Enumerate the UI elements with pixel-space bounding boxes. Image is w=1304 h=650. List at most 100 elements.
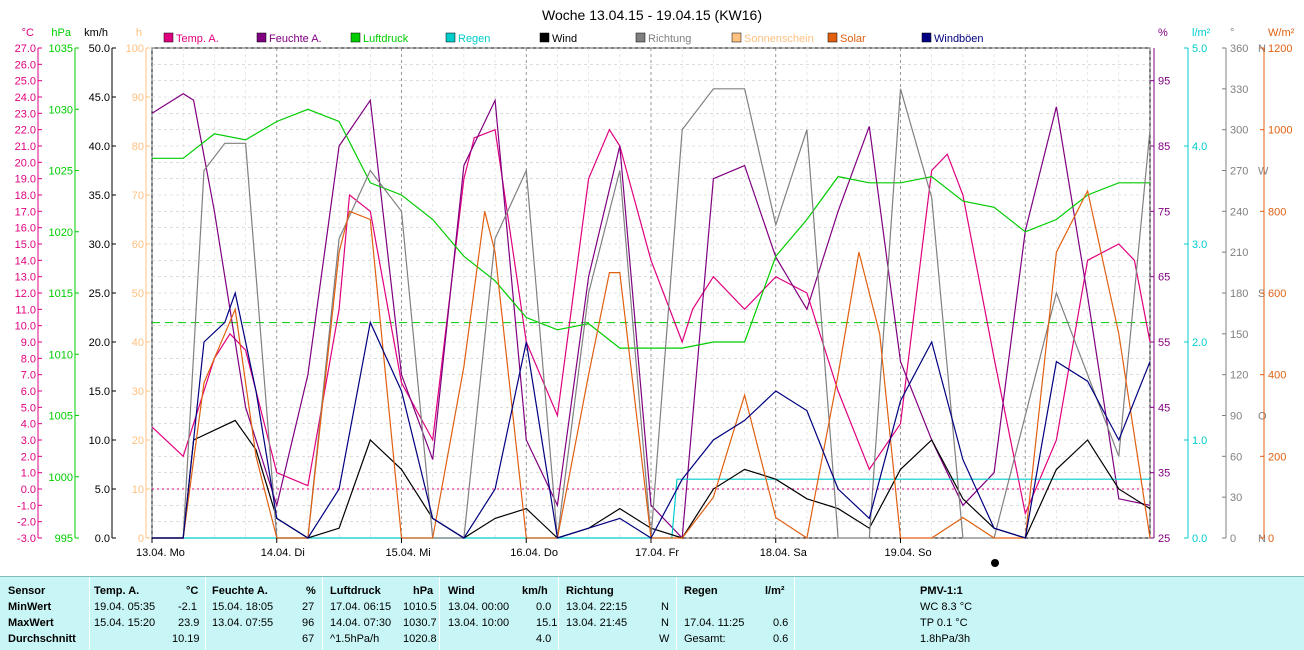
- temp-tick-label: 5.0: [21, 402, 36, 414]
- richtung-compass-label: O: [1258, 411, 1267, 423]
- legend-swatch: [731, 32, 742, 43]
- temp-tick-label: 7.0: [21, 370, 36, 382]
- regen-tick-label: 4.0: [1192, 141, 1207, 153]
- stats-richtung-min-time: 13.04. 22:15: [566, 601, 628, 613]
- stats-temp-max-time: 15.04. 15:20: [94, 617, 156, 629]
- stats-richtung-max-value: N: [661, 617, 669, 629]
- feuchte-tick-label: 75: [1158, 206, 1170, 218]
- solar-tick-label: 600: [1268, 288, 1286, 300]
- druck-tick-label: 1015: [49, 288, 73, 300]
- richtung-tick-label: 90: [1230, 411, 1242, 423]
- richtung-tick-label: 60: [1230, 451, 1242, 463]
- temp-tick-label: 19.0: [15, 174, 36, 186]
- legend-swatch: [635, 32, 646, 43]
- stats-richtung-avg: W: [659, 633, 670, 645]
- stats-row-max: MaxWert: [8, 617, 54, 629]
- stats-druck-header: Luftdruck: [330, 585, 381, 597]
- solar-tick-label: 1000: [1268, 125, 1292, 137]
- left-axes: -3.0 -2.0 -1.0 0.0 1.0 2.0 3.0 4.0 5.0 6.0 7.0 8.0 9…: [15, 27, 150, 545]
- stats-col-regen: Regen l/m² 17.04. 11:25 0.6 Gesamt: 0.6: [677, 577, 795, 650]
- stats-temp-unit: °C: [186, 585, 199, 597]
- regen-tick-label: 5.0: [1192, 43, 1207, 55]
- temp-tick-label: 9.0: [21, 337, 36, 349]
- stats-pmv-header: PMV-1:1: [920, 585, 963, 597]
- druck-tick-label: 995: [55, 533, 73, 545]
- wind-tick-label: 25.0: [89, 288, 110, 300]
- stats-wind-avg: 4.0: [536, 633, 552, 645]
- temp-tick-label: -1.0: [17, 500, 36, 512]
- stats-col-wind: Wind km/h 13.04. 00:00 0.0 13.04. 10:00 …: [440, 577, 559, 650]
- temp-tick-label: 27.0: [15, 43, 36, 55]
- feuchte-tick-label: 35: [1158, 468, 1170, 480]
- legend-swatch: [350, 32, 361, 43]
- feuchte-tick-label: 85: [1158, 141, 1170, 153]
- stats-regen-header: Regen: [684, 585, 718, 597]
- legend-label: Solar: [840, 33, 866, 45]
- temp-tick-label: 24.0: [15, 92, 36, 104]
- stats-feuchte-max-time: 13.04. 07:55: [212, 617, 274, 629]
- sonne-tick-label: 40: [132, 337, 144, 349]
- richtung-unit-label: °: [1230, 27, 1234, 39]
- stats-druck-min-time: 17.04. 06:15: [330, 601, 392, 613]
- richtung-compass-label: S: [1258, 288, 1265, 300]
- richtung-tick-label: 270: [1230, 166, 1248, 178]
- richtung-compass-label: N: [1258, 533, 1266, 545]
- stats-wind-max-time: 13.04. 10:00: [448, 617, 510, 629]
- temp-tick-label: 10.0: [15, 321, 36, 333]
- richtung-tick-label: 330: [1230, 84, 1248, 96]
- temp-tick-label: 6.0: [21, 386, 36, 398]
- legend-label: Feuchte A.: [269, 33, 322, 45]
- druck-unit-label: hPa: [51, 27, 71, 39]
- stats-col-sensor: Sensor MinWert MaxWert Durchschnitt: [0, 577, 90, 650]
- solar-tick-label: 400: [1268, 370, 1286, 382]
- series-line-windb-en: [152, 290, 1151, 539]
- stats-druck-max-value: 1030.7: [403, 617, 437, 629]
- stats-feuchte-header: Feuchte A.: [212, 585, 268, 597]
- druck-tick-label: 1020: [49, 227, 73, 239]
- temp-tick-label: 15.0: [15, 239, 36, 251]
- stats-wind-min-value: 0.0: [536, 601, 552, 613]
- legend-label: Wind: [552, 33, 577, 45]
- legend-label: Luftdruck: [363, 33, 409, 45]
- x-tick-label: 19.04. So: [885, 547, 932, 559]
- wind-tick-label: 10.0: [89, 435, 110, 447]
- x-tick-label: 18.04. Sa: [760, 547, 808, 559]
- x-tick-label: 16.04. Do: [510, 547, 558, 559]
- temp-tick-label: 12.0: [15, 288, 36, 300]
- stats-pmv-trend: 1.8hPa/3h: [920, 633, 971, 645]
- stats-temp-header: Temp. A.: [94, 585, 140, 597]
- temp-tick-label: -2.0: [17, 517, 36, 529]
- stats-sensor-header: Sensor: [8, 585, 46, 597]
- legend-label: Windböen: [934, 33, 984, 45]
- stats-col-richtung: Richtung 13.04. 22:15 N 13.04. 21:45 N W: [559, 577, 677, 650]
- stats-temp-max-value: 23.9: [178, 617, 200, 629]
- legend-swatch: [921, 32, 932, 43]
- stats-col-druck: Luftdruck hPa 17.04. 06:15 1010.5 14.04.…: [323, 577, 440, 650]
- temp-tick-label: 3.0: [21, 435, 36, 447]
- sonne-tick-label: 100: [126, 43, 144, 55]
- stats-druck-min-value: 1010.5: [403, 601, 437, 613]
- sonne-tick-label: 20: [132, 435, 144, 447]
- solar-tick-label: 800: [1268, 206, 1286, 218]
- stats-feuchte-max-value: 96: [302, 617, 315, 629]
- sonne-tick-label: 10: [132, 484, 144, 496]
- sonne-tick-label: 50: [132, 288, 144, 300]
- stats-temp-avg: 10.19: [172, 633, 200, 645]
- stats-col-temp: Temp. A. °C 19.04. 05:35 -2.1 15.04. 15:…: [90, 577, 206, 650]
- reference-lines: [152, 322, 1150, 490]
- temp-tick-label: 16.0: [15, 223, 36, 235]
- sonne-unit-label: h: [136, 27, 142, 39]
- temp-tick-label: 22.0: [15, 125, 36, 137]
- sonne-tick-label: 80: [132, 141, 144, 153]
- solar-tick-label: 200: [1268, 451, 1286, 463]
- weather-chart: -3.0 -2.0 -1.0 0.0 1.0 2.0 3.0 4.0 5.0 6.0 7.0 8.0 9…: [15, 7, 1295, 567]
- stats-feuchte-unit: %: [306, 585, 316, 597]
- solar-unit-label: W/m²: [1268, 27, 1295, 39]
- stats-regen-total-label: Gesamt:: [684, 633, 726, 645]
- sonne-tick-label: 0: [138, 533, 144, 545]
- chart-title: Woche 13.04.15 - 19.04.15 (KW16): [542, 7, 762, 23]
- wind-tick-label: 50.0: [89, 43, 110, 55]
- regen-unit-label: l/m²: [1192, 27, 1211, 39]
- legend-swatch: [256, 32, 267, 43]
- druck-tick-label: 1000: [49, 472, 73, 484]
